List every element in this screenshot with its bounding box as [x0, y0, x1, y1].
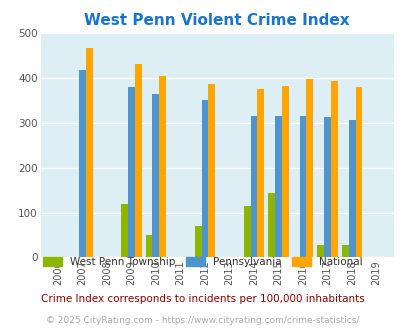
Text: © 2025 CityRating.com - https://www.cityrating.com/crime-statistics/: © 2025 CityRating.com - https://www.city…	[46, 316, 359, 325]
Bar	[268, 193, 275, 257]
Bar	[201, 100, 208, 257]
Bar	[121, 204, 128, 257]
Bar	[152, 94, 159, 257]
Bar	[330, 81, 337, 257]
Title: West Penn Violent Crime Index: West Penn Violent Crime Index	[84, 13, 349, 28]
Text: Crime Index corresponds to incidents per 100,000 inhabitants: Crime Index corresponds to incidents per…	[41, 294, 364, 304]
Bar	[323, 117, 330, 257]
Bar	[208, 84, 215, 257]
Bar	[317, 245, 323, 257]
Bar	[348, 120, 355, 257]
Legend: West Penn Township, Pennsylvania, National: West Penn Township, Pennsylvania, Nation…	[43, 257, 362, 267]
Bar	[341, 245, 348, 257]
Bar	[355, 87, 362, 257]
Bar	[257, 89, 264, 257]
Bar	[306, 79, 313, 257]
Bar	[275, 116, 281, 257]
Bar	[134, 63, 141, 257]
Bar	[79, 70, 85, 257]
Bar	[159, 76, 166, 257]
Bar	[250, 116, 257, 257]
Bar	[281, 85, 288, 257]
Bar	[299, 116, 306, 257]
Bar	[85, 48, 92, 257]
Bar	[194, 226, 201, 257]
Bar	[145, 235, 152, 257]
Bar	[243, 206, 250, 257]
Bar	[128, 87, 134, 257]
